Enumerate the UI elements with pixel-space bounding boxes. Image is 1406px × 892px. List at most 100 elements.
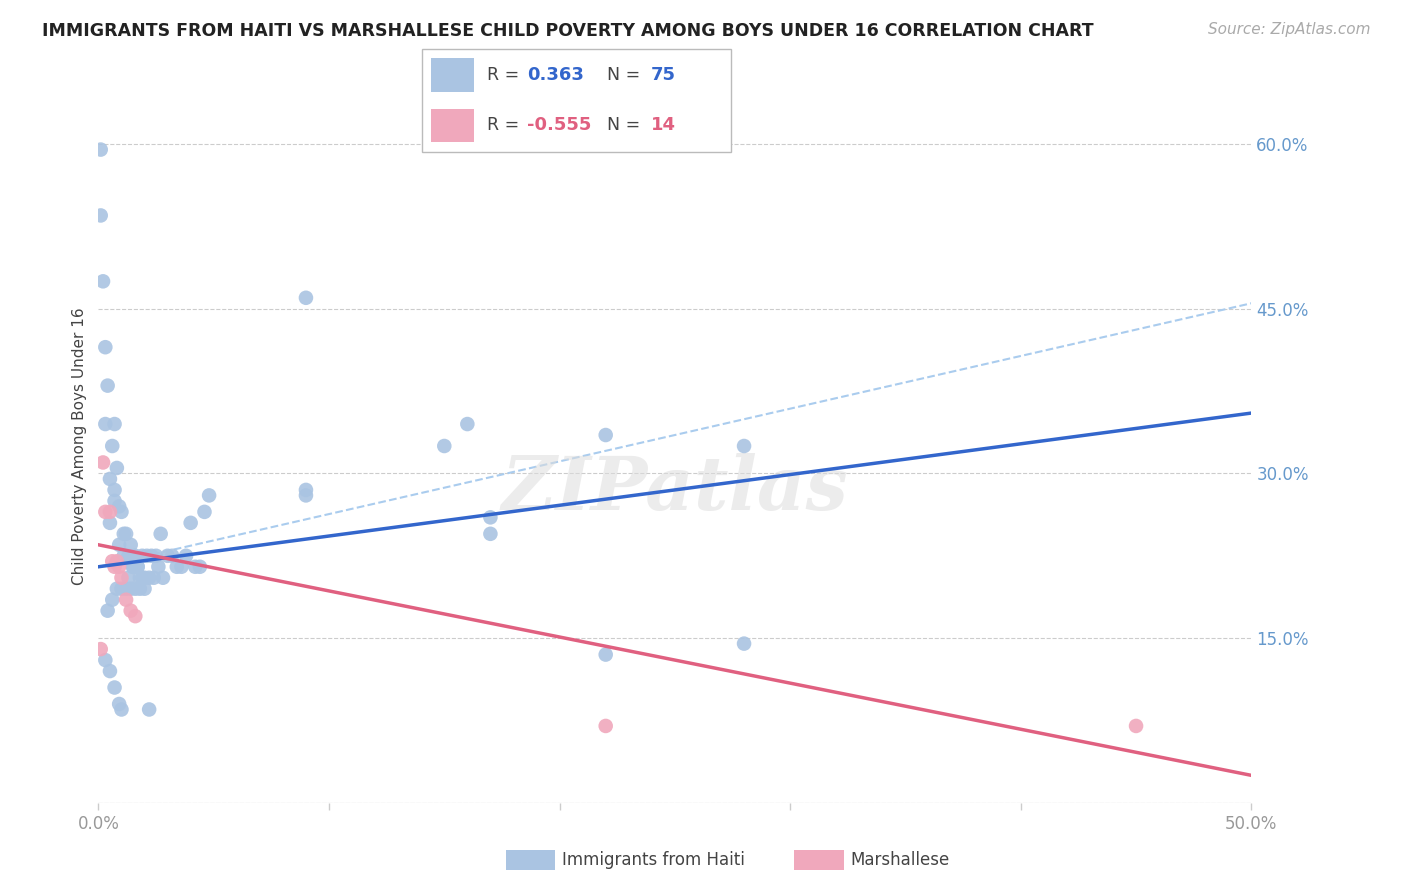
Point xyxy=(108,538,131,552)
Point xyxy=(105,554,128,568)
Point xyxy=(105,461,128,475)
Point xyxy=(295,488,318,502)
Point xyxy=(138,702,160,716)
Text: Source: ZipAtlas.com: Source: ZipAtlas.com xyxy=(1208,22,1371,37)
Point xyxy=(120,582,142,596)
Text: 14: 14 xyxy=(651,117,676,135)
Point xyxy=(131,549,153,563)
Text: Immigrants from Haiti: Immigrants from Haiti xyxy=(562,851,745,869)
Point xyxy=(103,417,125,431)
Point xyxy=(97,378,120,392)
Text: IMMIGRANTS FROM HAITI VS MARSHALLESE CHILD POVERTY AMONG BOYS UNDER 16 CORRELATI: IMMIGRANTS FROM HAITI VS MARSHALLESE CHI… xyxy=(42,22,1094,40)
Point xyxy=(152,571,174,585)
Point xyxy=(101,554,124,568)
Point xyxy=(103,559,125,574)
Point xyxy=(98,472,121,486)
Text: -0.555: -0.555 xyxy=(527,117,592,135)
Point xyxy=(124,549,146,563)
Point xyxy=(295,483,318,497)
Point xyxy=(112,549,135,563)
Point xyxy=(108,559,131,574)
Point xyxy=(115,526,138,541)
Point xyxy=(90,642,112,657)
Point xyxy=(595,428,617,442)
Point xyxy=(122,559,145,574)
Point xyxy=(456,417,478,431)
Point xyxy=(131,571,153,585)
Point xyxy=(138,571,160,585)
FancyBboxPatch shape xyxy=(422,49,731,152)
Point xyxy=(166,559,188,574)
Text: N =: N = xyxy=(607,66,647,84)
Point xyxy=(98,664,121,678)
Point xyxy=(174,549,197,563)
Point xyxy=(90,209,112,223)
FancyBboxPatch shape xyxy=(794,850,844,870)
Point xyxy=(120,604,142,618)
FancyBboxPatch shape xyxy=(432,109,474,143)
Point xyxy=(198,488,221,502)
Point xyxy=(94,653,117,667)
Point xyxy=(184,559,207,574)
Point xyxy=(108,500,131,514)
Point xyxy=(101,592,124,607)
Point xyxy=(160,549,183,563)
Point xyxy=(97,604,120,618)
Point xyxy=(110,582,132,596)
Point xyxy=(110,571,132,585)
Point xyxy=(103,483,125,497)
Point xyxy=(142,571,165,585)
Point xyxy=(141,549,163,563)
Point xyxy=(156,549,179,563)
Point xyxy=(91,274,114,288)
Text: ZIPatlas: ZIPatlas xyxy=(502,452,848,525)
Point xyxy=(135,549,157,563)
Point xyxy=(433,439,456,453)
Point xyxy=(733,637,755,651)
Point xyxy=(117,571,139,585)
Point xyxy=(94,417,117,431)
Point xyxy=(91,455,114,469)
Point xyxy=(110,505,132,519)
Text: 75: 75 xyxy=(651,66,676,84)
Point xyxy=(122,559,145,574)
Point xyxy=(129,571,152,585)
Point xyxy=(145,549,167,563)
Point xyxy=(103,494,125,508)
Point xyxy=(188,559,211,574)
Point xyxy=(94,340,117,354)
Point xyxy=(101,439,124,453)
Point xyxy=(595,719,617,733)
Point xyxy=(115,592,138,607)
Point xyxy=(479,526,502,541)
Point xyxy=(98,516,121,530)
Point xyxy=(134,582,156,596)
Point xyxy=(124,609,146,624)
Point xyxy=(94,505,117,519)
Point xyxy=(127,559,149,574)
Point xyxy=(479,510,502,524)
FancyBboxPatch shape xyxy=(506,850,555,870)
Point xyxy=(129,582,152,596)
Point xyxy=(134,571,156,585)
Text: R =: R = xyxy=(486,66,524,84)
Text: R =: R = xyxy=(486,117,524,135)
Text: N =: N = xyxy=(607,117,647,135)
Point xyxy=(103,681,125,695)
Point xyxy=(170,559,193,574)
Point xyxy=(115,582,138,596)
Point xyxy=(127,559,149,574)
Point xyxy=(98,505,121,519)
Point xyxy=(595,648,617,662)
Point xyxy=(180,516,202,530)
Point xyxy=(120,538,142,552)
Point xyxy=(149,526,172,541)
Point xyxy=(1125,719,1147,733)
Text: 0.363: 0.363 xyxy=(527,66,583,84)
Point xyxy=(112,526,135,541)
Point xyxy=(105,582,128,596)
Point xyxy=(90,143,112,157)
Point xyxy=(148,559,170,574)
Point xyxy=(117,549,139,563)
FancyBboxPatch shape xyxy=(432,58,474,92)
